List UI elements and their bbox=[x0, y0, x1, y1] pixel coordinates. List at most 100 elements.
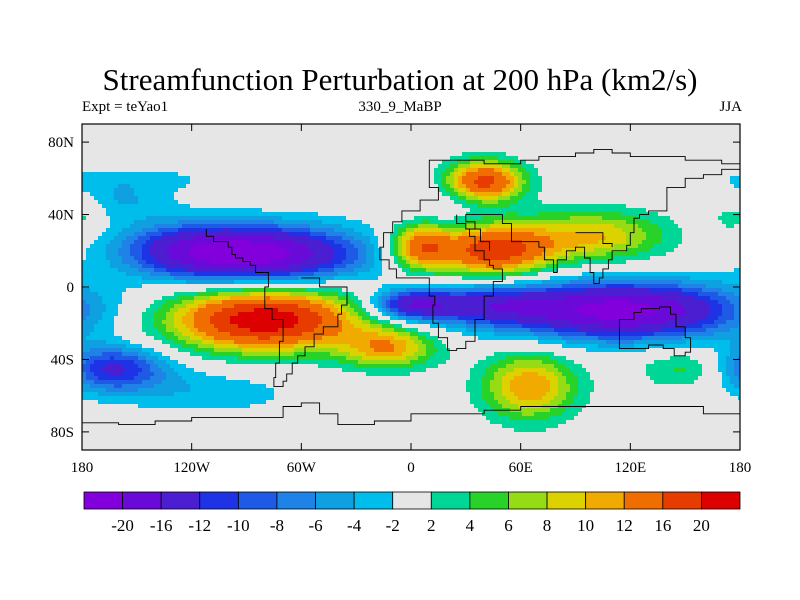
field-cell bbox=[402, 268, 411, 273]
colorbar-label: -12 bbox=[188, 516, 211, 535]
field-cell bbox=[250, 380, 467, 385]
field-cell bbox=[322, 296, 339, 301]
field-cell bbox=[166, 372, 179, 377]
field-cell bbox=[210, 316, 231, 321]
field-cell bbox=[398, 260, 407, 265]
field-cell bbox=[602, 232, 627, 237]
colorbar-swatch bbox=[662, 491, 702, 510]
field-cell bbox=[150, 252, 171, 257]
field-cell bbox=[154, 268, 167, 273]
field-cell bbox=[90, 288, 127, 293]
field-cell bbox=[514, 280, 543, 285]
field-cell bbox=[82, 316, 87, 321]
field-cell bbox=[510, 256, 535, 261]
y-tick-label: 0 bbox=[67, 280, 75, 296]
field-cell bbox=[110, 356, 115, 361]
field-cell bbox=[646, 364, 703, 369]
field-cell bbox=[450, 348, 587, 353]
field-cell bbox=[658, 212, 723, 217]
field-cell bbox=[686, 312, 711, 317]
field-cell bbox=[558, 332, 587, 337]
field-cell bbox=[626, 220, 651, 225]
field-cell bbox=[142, 256, 155, 261]
field-cell bbox=[362, 316, 371, 321]
field-cell bbox=[714, 348, 731, 353]
field-cell bbox=[494, 308, 575, 313]
field-cell bbox=[214, 324, 239, 329]
field-cell bbox=[670, 356, 691, 361]
field-cell bbox=[510, 180, 515, 185]
field-cell bbox=[154, 348, 179, 353]
field-cell bbox=[90, 304, 107, 309]
field-cell bbox=[650, 376, 699, 381]
field-cell bbox=[526, 168, 539, 173]
field-cell bbox=[578, 388, 595, 393]
field-cell bbox=[158, 260, 183, 265]
field-cell bbox=[110, 216, 147, 221]
field-cell bbox=[406, 328, 419, 333]
field-cell bbox=[174, 316, 183, 321]
field-cell bbox=[82, 336, 87, 341]
field-cell bbox=[290, 232, 311, 237]
field-cell bbox=[570, 320, 667, 325]
field-cell bbox=[274, 220, 323, 225]
field-cell bbox=[310, 256, 335, 261]
field-cell bbox=[522, 184, 531, 189]
field-cell bbox=[378, 296, 383, 301]
field-cell bbox=[114, 188, 135, 193]
field-cell bbox=[486, 264, 503, 269]
field-cell bbox=[90, 332, 115, 337]
field-cell bbox=[722, 384, 735, 389]
field-cell bbox=[150, 368, 163, 373]
field-cell bbox=[370, 344, 395, 349]
field-cell bbox=[626, 240, 643, 245]
field-cell bbox=[706, 316, 719, 321]
field-cell bbox=[478, 196, 499, 201]
field-cell bbox=[126, 368, 143, 373]
field-cell bbox=[694, 296, 711, 301]
field-cell bbox=[374, 292, 383, 297]
field-cell bbox=[114, 192, 135, 197]
field-cell bbox=[434, 352, 451, 357]
field-cell bbox=[446, 176, 455, 181]
field-cell bbox=[234, 304, 299, 309]
field-cell bbox=[434, 272, 523, 277]
field-cell bbox=[194, 316, 211, 321]
field-cell bbox=[362, 308, 367, 313]
field-cell bbox=[178, 172, 435, 177]
field-cell bbox=[162, 368, 175, 373]
field-cell bbox=[118, 308, 147, 313]
field-cell bbox=[466, 248, 527, 253]
field-cell bbox=[162, 352, 191, 357]
field-cell bbox=[186, 304, 199, 309]
field-cell bbox=[582, 272, 740, 277]
field-cell bbox=[590, 392, 731, 397]
field-cell bbox=[338, 332, 379, 337]
field-cell bbox=[154, 224, 183, 229]
field-cell bbox=[86, 248, 107, 253]
field-cell bbox=[450, 356, 487, 361]
field-cell bbox=[226, 360, 339, 365]
field-cell bbox=[398, 252, 403, 257]
field-cell bbox=[366, 312, 371, 317]
field-cell bbox=[458, 180, 463, 185]
case-label: 330_9_MaBP bbox=[358, 99, 442, 115]
field-cell bbox=[138, 196, 175, 201]
field-cell bbox=[370, 268, 383, 273]
colorbar-swatch bbox=[585, 491, 625, 510]
field-cell bbox=[726, 356, 739, 361]
field-cell bbox=[142, 248, 151, 253]
field-cell bbox=[590, 396, 739, 401]
field-cell bbox=[346, 308, 355, 313]
field-cell bbox=[162, 380, 187, 385]
field-cell bbox=[350, 352, 367, 357]
field-cell bbox=[374, 228, 395, 233]
y-tick-label: 40S bbox=[51, 352, 74, 368]
field-cell bbox=[590, 400, 740, 405]
field-cell bbox=[166, 376, 183, 381]
field-cell bbox=[602, 216, 639, 221]
field-cell bbox=[570, 388, 579, 393]
field-cell bbox=[194, 332, 207, 337]
field-cell bbox=[374, 252, 383, 257]
